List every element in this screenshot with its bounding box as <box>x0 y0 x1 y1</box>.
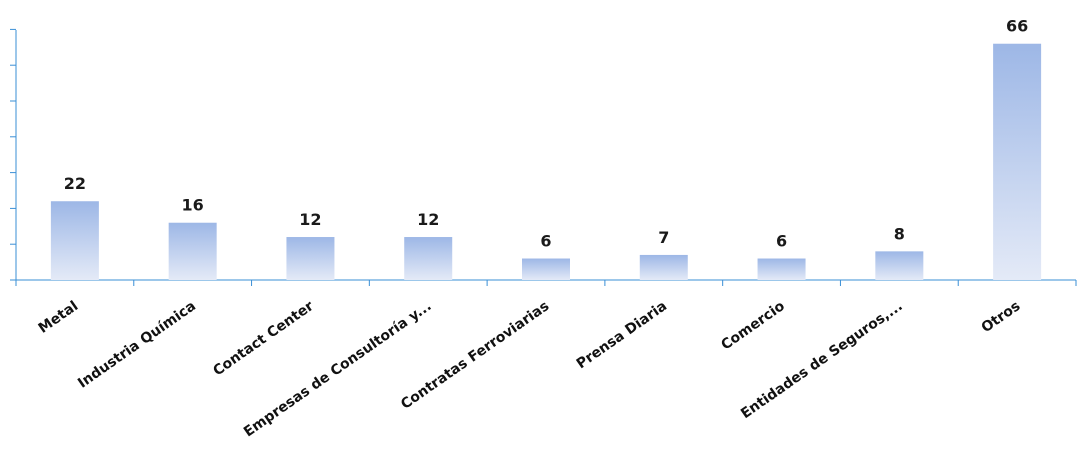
bars <box>50 43 1042 280</box>
data-labels: 22 16 12 12 6 7 6 8 66 <box>64 17 1028 251</box>
value-label-9: 66 <box>1006 17 1028 36</box>
category-label-2: Industria Química <box>75 298 199 391</box>
bar-9 <box>993 43 1042 280</box>
bar-4 <box>404 237 453 280</box>
value-label-4: 12 <box>417 210 439 229</box>
bar-8 <box>875 251 924 280</box>
value-label-8: 8 <box>894 224 905 243</box>
category-label-9: Otros <box>979 298 1024 336</box>
category-label-3: Contact Center <box>210 298 316 379</box>
value-label-2: 16 <box>182 196 204 215</box>
bar-1 <box>50 201 99 280</box>
value-label-7: 6 <box>776 232 787 251</box>
bar-5 <box>522 258 570 280</box>
category-label-7: Comercio <box>718 298 788 354</box>
bar-2 <box>168 222 217 280</box>
bar-7 <box>757 258 806 280</box>
bar-6 <box>639 254 688 280</box>
value-label-5: 6 <box>540 232 551 251</box>
category-label-1: Metal <box>36 298 82 337</box>
category-label-4: Empresas de Consultoría y... <box>241 298 435 440</box>
value-label-1: 22 <box>64 174 86 193</box>
bar-3 <box>286 237 335 280</box>
value-label-3: 12 <box>299 210 321 229</box>
value-label-6: 7 <box>658 228 669 247</box>
category-label-6: Prensa Diaria <box>574 298 670 372</box>
